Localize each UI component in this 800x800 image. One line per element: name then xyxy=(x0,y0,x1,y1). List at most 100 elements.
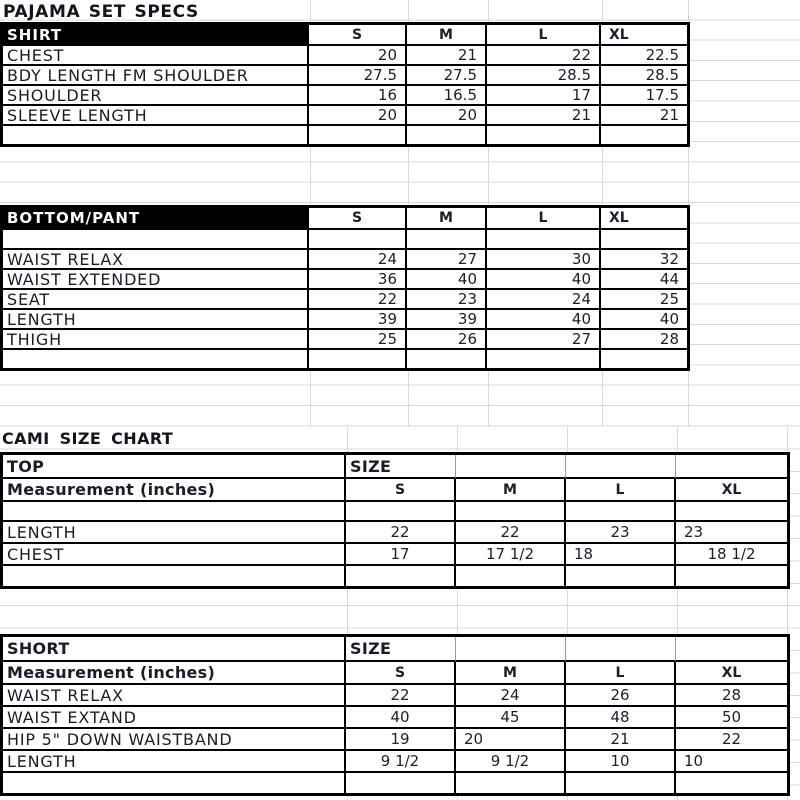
value-cell: 23 xyxy=(676,522,787,544)
empty-cell xyxy=(601,230,687,250)
value-cell: 18 1/2 xyxy=(676,544,787,566)
empty-cell xyxy=(676,773,787,793)
value-cell: 48 xyxy=(566,707,676,729)
value-cell: 28.5 xyxy=(601,66,687,86)
value-cell: 28.5 xyxy=(487,66,601,86)
value-cell: 22 xyxy=(346,685,456,707)
table-header-cell: BOTTOM/PANT xyxy=(3,208,309,230)
value-cell: 22 xyxy=(456,522,566,544)
size-label-cell: SIZE xyxy=(346,637,456,662)
empty-cell xyxy=(456,566,566,586)
size-header-l: L xyxy=(487,25,601,46)
value-cell: 23 xyxy=(566,522,676,544)
empty-cell xyxy=(3,773,346,793)
row-label: LENGTH xyxy=(3,310,309,330)
gridline-vertical xyxy=(787,427,788,800)
empty-cell xyxy=(346,773,456,793)
value-cell: 27.5 xyxy=(309,66,407,86)
value-cell: 25 xyxy=(601,290,687,310)
row-label: WAIST RELAX xyxy=(3,685,346,707)
value-cell: 39 xyxy=(309,310,407,330)
row-label: WAIST EXTAND xyxy=(3,707,346,729)
value-cell: 24 xyxy=(487,290,601,310)
value-cell: 28 xyxy=(601,330,687,350)
empty-cell xyxy=(676,637,787,662)
empty-cell xyxy=(407,126,487,144)
measurement-header-cell: Measurement (inches) xyxy=(3,662,346,685)
row-label: CHEST xyxy=(3,46,309,66)
cami-top-table: TOP SIZE Measurement (inches) S M L XL LENGTH 22… xyxy=(0,452,790,589)
empty-cell xyxy=(407,230,487,250)
value-cell: 20 xyxy=(309,46,407,66)
size-header-l: L xyxy=(566,479,676,502)
value-cell: 22 xyxy=(676,729,787,751)
value-cell: 16 xyxy=(309,86,407,106)
value-cell: 28 xyxy=(676,685,787,707)
empty-cell xyxy=(566,637,676,662)
value-cell: 24 xyxy=(456,685,566,707)
row-label: WAIST RELAX xyxy=(3,250,309,270)
value-cell: 20 xyxy=(407,106,487,126)
empty-cell xyxy=(3,566,346,586)
size-header-s: S xyxy=(346,662,456,685)
cami-short-table: SHORT SIZE Measurement (inches) S M L XL WAIST … xyxy=(0,634,790,796)
value-cell: 39 xyxy=(407,310,487,330)
bottom-pant-table: BOTTOM/PANT S M L XL WAIST RELAX 24 27 30 32 WAIST… xyxy=(0,205,690,371)
empty-cell xyxy=(456,773,566,793)
size-header-l: L xyxy=(487,208,601,230)
size-header-m: M xyxy=(456,662,566,685)
value-cell: 40 xyxy=(487,310,601,330)
table-header-cell: TOP xyxy=(3,455,346,479)
empty-cell xyxy=(487,350,601,368)
value-cell: 17.5 xyxy=(601,86,687,106)
value-cell: 17 xyxy=(346,544,456,566)
gridline-vertical xyxy=(347,427,348,800)
table-header-cell: SHIRT xyxy=(3,25,309,46)
value-cell: 30 xyxy=(487,250,601,270)
value-cell: 17 xyxy=(487,86,601,106)
value-cell: 19 xyxy=(346,729,456,751)
value-cell: 21 xyxy=(566,729,676,751)
measurement-header-cell: Measurement (inches) xyxy=(3,479,346,502)
value-cell: 16.5 xyxy=(407,86,487,106)
value-cell: 20 xyxy=(309,106,407,126)
row-label: SHOULDER xyxy=(3,86,309,106)
empty-cell xyxy=(676,502,787,522)
value-cell: 44 xyxy=(601,270,687,290)
size-header-s: S xyxy=(309,208,407,230)
row-label: THIGH xyxy=(3,330,309,350)
size-header-xl: XL xyxy=(676,662,787,685)
value-cell: 50 xyxy=(676,707,787,729)
value-cell: 22 xyxy=(346,522,456,544)
size-header-xl: XL xyxy=(676,479,787,502)
empty-cell xyxy=(566,773,676,793)
value-cell: 22.5 xyxy=(601,46,687,66)
table-header-cell: SHORT xyxy=(3,637,346,662)
empty-cell xyxy=(346,566,456,586)
value-cell: 18 xyxy=(566,544,676,566)
value-cell: 10 xyxy=(676,751,787,773)
row-label: HIP 5" DOWN WAISTBAND xyxy=(3,729,346,751)
empty-cell xyxy=(676,566,787,586)
empty-cell xyxy=(487,126,601,144)
value-cell: 22 xyxy=(309,290,407,310)
empty-cell xyxy=(566,502,676,522)
gridline-vertical xyxy=(457,427,458,800)
value-cell: 25 xyxy=(309,330,407,350)
value-cell: 9 1/2 xyxy=(346,751,456,773)
size-header-s: S xyxy=(309,25,407,46)
gridline-vertical xyxy=(677,427,678,800)
value-cell: 24 xyxy=(309,250,407,270)
value-cell: 23 xyxy=(407,290,487,310)
page-title: PAJAMA SET SPECS xyxy=(3,2,199,22)
value-cell: 32 xyxy=(601,250,687,270)
empty-cell xyxy=(456,455,566,479)
empty-cell xyxy=(309,230,407,250)
value-cell: 26 xyxy=(566,685,676,707)
empty-cell xyxy=(487,230,601,250)
value-cell: 26 xyxy=(407,330,487,350)
row-label: CHEST xyxy=(3,544,346,566)
value-cell: 21 xyxy=(407,46,487,66)
value-cell: 21 xyxy=(487,106,601,126)
cami-section-title: CAMI SIZE CHART xyxy=(2,429,174,448)
